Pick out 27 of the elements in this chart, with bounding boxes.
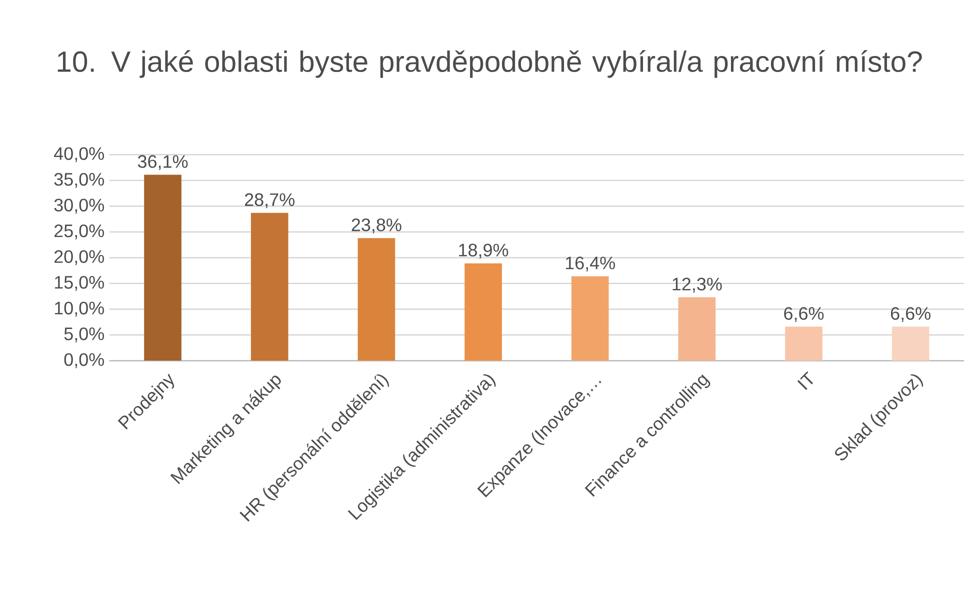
chart-title: 10. V jaké oblasti byste pravděpodobně vybíral/a pracovní místo? bbox=[58, 50, 922, 78]
y-tick-label: 30,0% bbox=[54, 198, 104, 214]
data-label: 36,1% bbox=[138, 155, 188, 170]
data-label: 16,4% bbox=[566, 256, 615, 272]
y-tick-label: 35,0% bbox=[54, 173, 104, 188]
data-label: 6,6% bbox=[784, 307, 824, 322]
bar bbox=[785, 326, 822, 361]
bar bbox=[892, 326, 930, 361]
y-tick-label: 20,0% bbox=[54, 250, 104, 266]
y-tick-label: 5,0% bbox=[64, 328, 104, 343]
y-tick-label: 0,0% bbox=[64, 353, 104, 368]
y-tick-label: 25,0% bbox=[54, 224, 104, 240]
data-label: 18,9% bbox=[459, 244, 508, 259]
bar bbox=[250, 213, 288, 361]
bar bbox=[358, 238, 396, 361]
data-label: 6,6% bbox=[890, 307, 930, 322]
data-label: 23,8% bbox=[352, 218, 402, 234]
y-tick-label: 10,0% bbox=[54, 302, 104, 317]
bar bbox=[678, 297, 716, 361]
y-tick-label: 15,0% bbox=[54, 276, 104, 292]
x-tick-label: IT bbox=[797, 372, 813, 390]
bar bbox=[144, 174, 182, 361]
data-label: 12,3% bbox=[672, 278, 722, 293]
bar bbox=[571, 276, 609, 361]
data-label: 28,7% bbox=[244, 193, 294, 208]
bar bbox=[464, 263, 502, 361]
y-tick-label: 40,0% bbox=[54, 147, 104, 162]
